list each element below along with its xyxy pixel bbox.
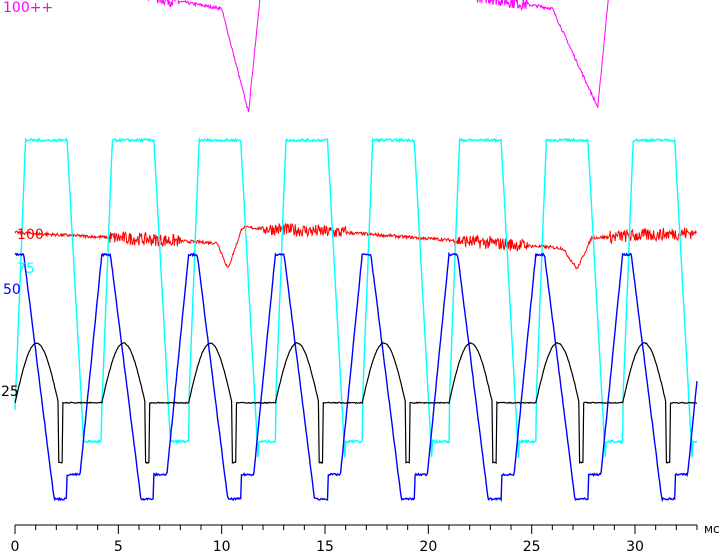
series-layer xyxy=(14,0,698,503)
series-label: 75 xyxy=(17,261,35,277)
x-tick-label: 15 xyxy=(316,539,334,555)
series-line-50 xyxy=(14,251,698,503)
series-label: 50 xyxy=(3,282,21,298)
x-tick-label: 25 xyxy=(523,539,541,555)
series-label: 25 xyxy=(1,384,19,400)
x-tick-label: 20 xyxy=(419,539,437,555)
series-labels: 100++ 100 75 50 25 xyxy=(1,0,53,400)
x-tick-label: 10 xyxy=(213,539,231,555)
series-label: 100++ xyxy=(3,0,53,16)
series-label: 100 xyxy=(17,227,44,243)
series-line-100 xyxy=(14,222,697,270)
series-line-100plusplus xyxy=(144,0,609,113)
x-tick-label: 30 xyxy=(626,539,644,555)
x-tick-label: 0 xyxy=(11,539,20,555)
x-tick-label: 5 xyxy=(114,539,123,555)
series-line-25 xyxy=(14,341,697,464)
series-line-75 xyxy=(14,136,698,459)
x-axis: 0 5 10 15 20 25 30 xyxy=(11,524,698,555)
x-axis-unit-label: мс xyxy=(704,522,720,536)
